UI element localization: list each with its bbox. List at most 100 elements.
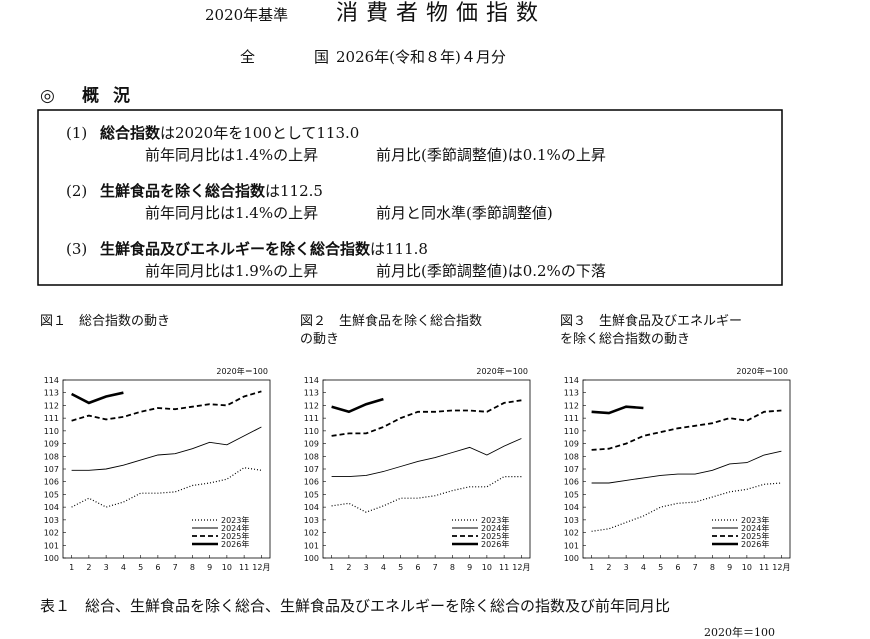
y-tick-label: 109 (44, 440, 59, 449)
y-tick-label: 113 (44, 389, 59, 398)
legend-label: 2023年 (221, 515, 249, 525)
x-tick-label: 12月 (252, 563, 270, 572)
x-tick-label: 3 (364, 563, 369, 572)
x-tick-label: 7 (173, 563, 178, 572)
x-tick-label: 4 (121, 563, 126, 572)
unit-note: 2020年＝100 (476, 366, 528, 376)
y-tick-label: 100 (304, 554, 319, 563)
chart-title: 図３ 生鮮食品及びエネルギー (560, 313, 742, 329)
x-tick-label: 9 (467, 563, 472, 572)
y-tick-label: 114 (304, 376, 319, 385)
x-tick-label: 3 (104, 563, 109, 572)
y-tick-label: 110 (564, 427, 579, 436)
item-yoy: 前年同月比は1.4%の上昇 (145, 204, 318, 222)
item-rest: は112.5 (265, 182, 323, 200)
y-tick-label: 105 (304, 490, 319, 499)
y-tick-label: 107 (44, 465, 59, 474)
title: 消費者物価指数 (336, 1, 546, 26)
x-tick-label: 8 (450, 563, 455, 572)
x-tick-label: 1 (329, 563, 334, 572)
y-tick-label: 109 (564, 440, 579, 449)
x-tick-label: 9 (727, 563, 732, 572)
y-tick-label: 113 (304, 389, 319, 398)
y-tick-label: 111 (44, 414, 59, 423)
series-line (331, 399, 522, 437)
y-tick-label: 104 (304, 503, 319, 512)
series-line (71, 467, 262, 508)
x-tick-label: 6 (155, 563, 160, 572)
title-prefix: 2020年基準 (205, 6, 288, 24)
x-tick-label: 8 (710, 563, 715, 572)
legend-label: 2024年 (221, 523, 249, 533)
item-no: (2) (66, 182, 87, 200)
chart-title: 図１ 総合指数の動き (40, 314, 170, 329)
x-tick-label: 7 (433, 563, 438, 572)
y-tick-label: 106 (44, 478, 59, 487)
item-rest: は2020年を100として113.0 (160, 124, 359, 142)
y-tick-label: 107 (304, 465, 319, 474)
x-tick-label: 9 (207, 563, 212, 572)
y-tick-label: 100 (44, 554, 59, 563)
charts: 図１ 総合指数の動き2020年＝100100101102103104105106… (40, 313, 790, 572)
x-tick-label: 8 (190, 563, 195, 572)
y-tick-label: 114 (564, 376, 579, 385)
legend-label: 2024年 (741, 523, 769, 533)
legend-label: 2026年 (221, 539, 249, 549)
y-tick-label: 103 (44, 516, 59, 525)
chart: 図２ 生鮮食品を除く総合指数の動き2020年＝10010010110210310… (300, 313, 530, 572)
x-tick-label: 6 (415, 563, 420, 572)
y-tick-label: 102 (304, 529, 319, 538)
legend-label: 2024年 (481, 523, 509, 533)
x-tick-label: 5 (658, 563, 663, 572)
x-tick-label: 5 (138, 563, 143, 572)
y-tick-label: 101 (564, 541, 579, 550)
series-line (71, 426, 262, 471)
y-tick-label: 105 (564, 490, 579, 499)
y-tick-label: 102 (44, 529, 59, 538)
x-tick-label: 4 (641, 563, 646, 572)
item-label: 生鮮食品を除く総合指数 (100, 182, 266, 200)
x-tick-label: 12月 (772, 563, 790, 572)
item-label: 総合指数 (100, 124, 161, 142)
x-tick-label: 10 (742, 563, 752, 572)
y-tick-label: 101 (304, 541, 319, 550)
y-tick-label: 104 (564, 503, 579, 512)
chart: 図３ 生鮮食品及びエネルギーを除く総合指数の動き2020年＝1001001011… (560, 313, 790, 572)
y-tick-label: 114 (44, 376, 59, 385)
period: 2026年(令和８年)４月分 (336, 48, 506, 66)
y-tick-label: 112 (44, 401, 59, 410)
series-line (71, 391, 124, 405)
legend-label: 2023年 (741, 515, 769, 525)
item-rest: は111.8 (370, 240, 428, 258)
legend-label: 2026年 (481, 539, 509, 549)
item-label: 生鮮食品及びエネルギーを除く総合指数 (100, 240, 371, 258)
item-mom: 前月比(季節調整値)は0.2%の下落 (376, 262, 606, 280)
x-tick-label: 1 (69, 563, 74, 572)
y-tick-label: 111 (304, 414, 319, 423)
summary-box (37, 109, 783, 286)
legend-label: 2025年 (221, 531, 249, 541)
item-mom: 前月比(季節調整値)は0.1%の上昇 (376, 146, 606, 164)
y-tick-label: 110 (304, 427, 319, 436)
x-tick-label: 1 (589, 563, 594, 572)
x-tick-label: 3 (624, 563, 629, 572)
x-tick-label: 6 (675, 563, 680, 572)
x-tick-label: 5 (398, 563, 403, 572)
y-tick-label: 102 (564, 529, 579, 538)
y-tick-label: 110 (44, 427, 59, 436)
y-tick-label: 105 (44, 490, 59, 499)
y-tick-label: 109 (304, 440, 319, 449)
area: 全 国 (240, 48, 351, 66)
y-tick-label: 103 (564, 516, 579, 525)
x-tick-label: 12月 (512, 563, 530, 572)
section-title: 概況 (82, 85, 144, 106)
series-line (331, 438, 522, 478)
y-tick-label: 108 (564, 452, 579, 461)
y-tick-label: 107 (564, 465, 579, 474)
item-no: (3) (66, 240, 87, 258)
x-tick-label: 11 (499, 563, 509, 572)
item-line: 生鮮食品を除く総合指数は112.5 (100, 182, 323, 200)
legend-label: 2025年 (481, 531, 509, 541)
y-tick-label: 113 (564, 389, 579, 398)
